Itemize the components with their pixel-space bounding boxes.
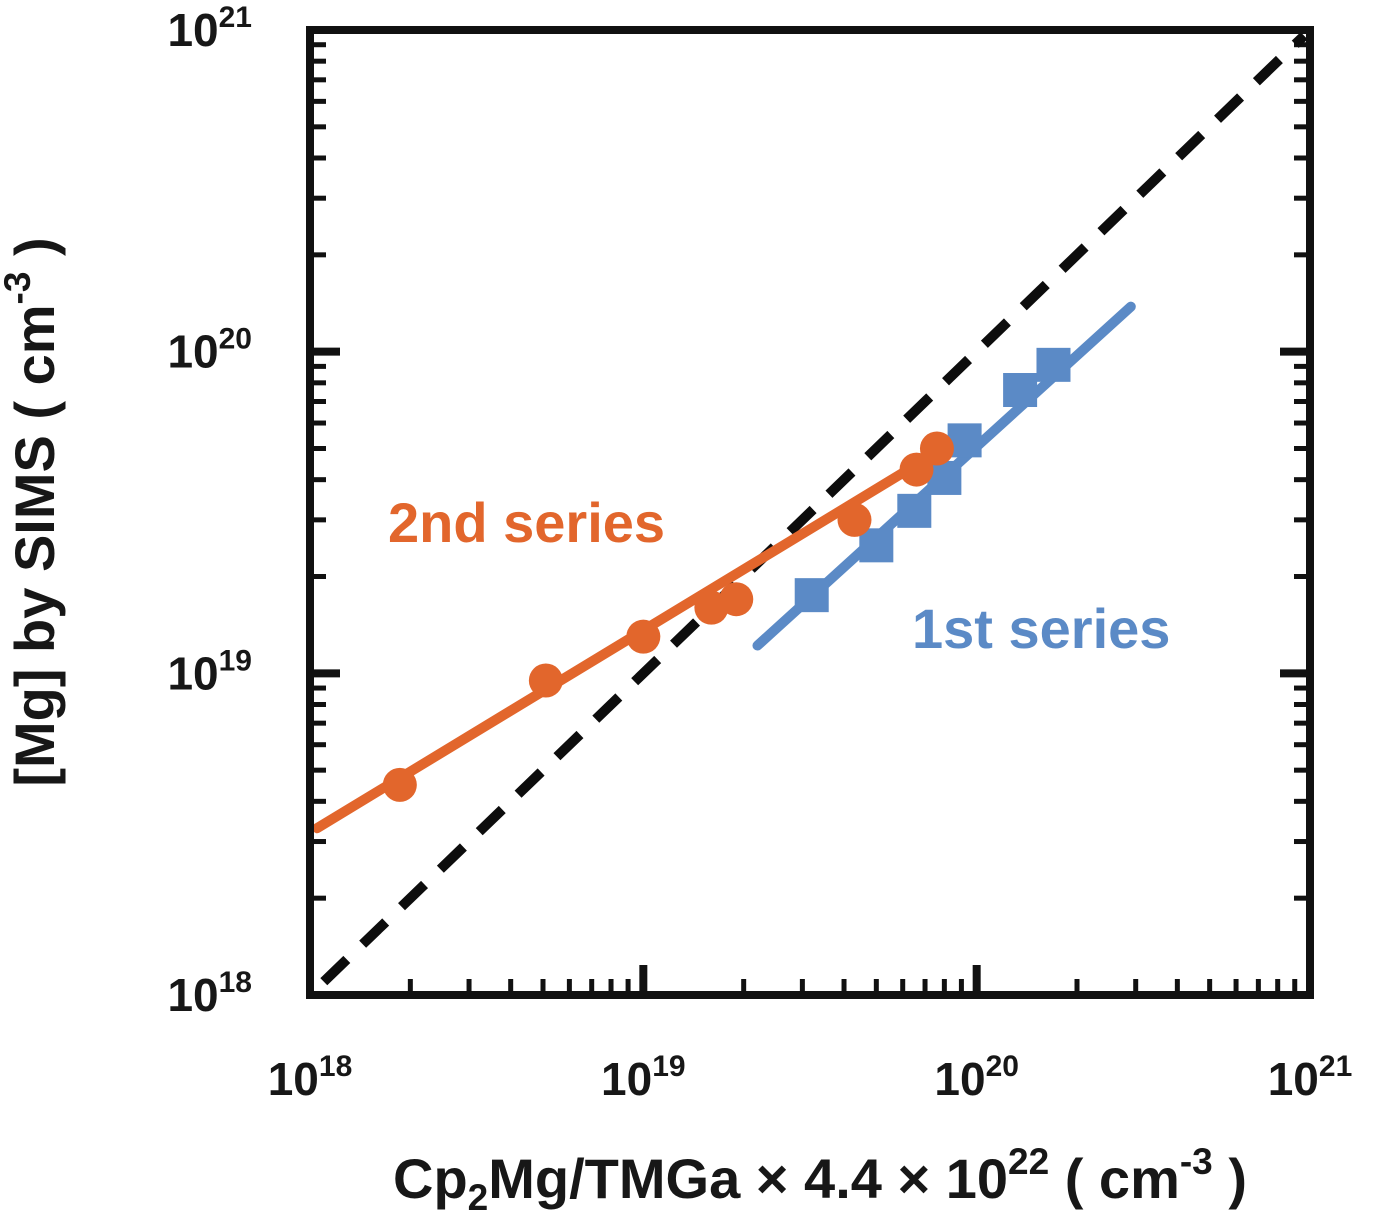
- 2nd-series-point: [919, 431, 954, 466]
- y-tick-label: 1020: [167, 323, 252, 378]
- 2nd-series-point: [528, 663, 563, 698]
- x-tick-label: 1019: [601, 1050, 686, 1105]
- 1st-series-point: [1003, 373, 1038, 408]
- y-tick-label: 1019: [167, 644, 252, 699]
- 1st-series-point: [794, 578, 829, 613]
- x-tick-label: 1020: [934, 1050, 1019, 1105]
- plot-frame: [306, 26, 1314, 999]
- 2nd-series-point: [626, 619, 661, 654]
- 2nd-series-point: [837, 502, 872, 537]
- 1st-series-point: [1036, 347, 1071, 382]
- series-label-1st-series: 1st series: [912, 597, 1170, 660]
- x-tick-label: 1021: [1268, 1050, 1353, 1105]
- x-axis-title: Cp2Mg/TMGa × 4.4 × 1022 ( cm-3 ): [393, 1141, 1247, 1218]
- series-label-2nd-series: 2nd series: [388, 491, 665, 554]
- y-axis-title: [Mg] by SIMS ( cm-3 ): [0, 237, 66, 786]
- 1st-series-point: [859, 528, 894, 563]
- reference-dashed-line: [320, 32, 1308, 986]
- y-tick-label: 1018: [167, 966, 252, 1021]
- y-tick-label: 1021: [167, 1, 252, 56]
- 1st-series-point: [897, 493, 932, 528]
- 2nd-series-point: [382, 767, 417, 802]
- x-tick-label: 1018: [268, 1050, 353, 1105]
- 2nd-series-point: [719, 582, 754, 617]
- 2nd-series-point: [899, 452, 934, 487]
